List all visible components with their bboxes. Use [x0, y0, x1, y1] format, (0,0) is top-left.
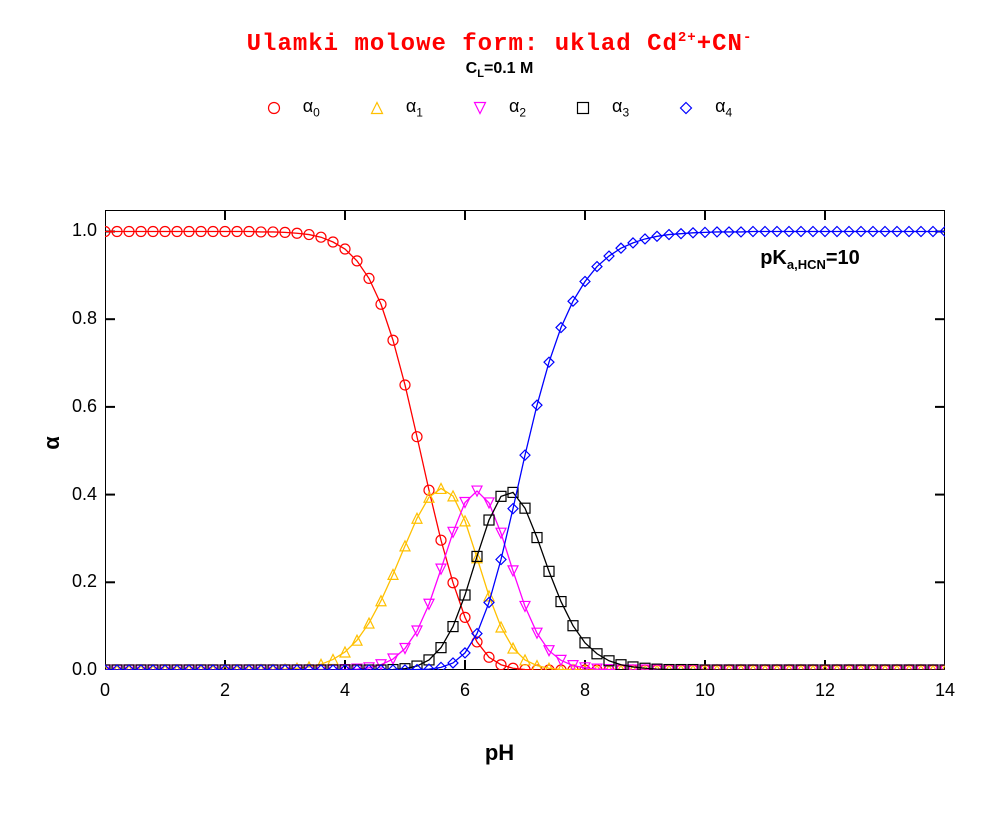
legend-item-4: α4	[679, 96, 732, 120]
y-tick-label: 0.8	[47, 308, 97, 329]
x-tick-label: 12	[805, 680, 845, 701]
series-alpha3-line	[105, 492, 945, 670]
x-tick-label: 10	[685, 680, 725, 701]
x-axis-label: pH	[0, 740, 999, 766]
y-axis-label: α	[39, 436, 65, 450]
triangle-down-icon	[473, 101, 487, 115]
legend: α0 α1 α2 α3 α4	[0, 96, 999, 120]
x-tick-label: 4	[325, 680, 365, 701]
circle-icon	[267, 101, 281, 115]
square-icon	[576, 101, 590, 115]
x-tick-label: 2	[205, 680, 245, 701]
y-tick-label: 0.4	[47, 484, 97, 505]
chart-area	[105, 210, 945, 670]
legend-item-3: α3	[576, 96, 629, 120]
legend-label: α0	[303, 96, 320, 120]
triangle-up-icon	[370, 101, 384, 115]
y-tick-label: 1.0	[47, 220, 97, 241]
legend-item-1: α1	[370, 96, 423, 120]
y-tick-label: 0.0	[47, 659, 97, 680]
y-tick-label: 0.2	[47, 571, 97, 592]
y-tick-label: 0.6	[47, 396, 97, 417]
legend-label: α4	[715, 96, 732, 120]
legend-label: α3	[612, 96, 629, 120]
x-tick-label: 0	[85, 680, 125, 701]
legend-label: α1	[406, 96, 423, 120]
x-tick-label: 14	[925, 680, 965, 701]
x-tick-label: 6	[445, 680, 485, 701]
chart-svg	[105, 210, 945, 670]
legend-label: α2	[509, 96, 526, 120]
series-alpha4-marker	[436, 662, 446, 670]
chart-subtitle: CL=0.1 M	[0, 60, 999, 80]
series-alpha1-line	[105, 488, 945, 670]
chart-title: Ulamki molowe form: uklad Cd2++CN-	[0, 0, 999, 58]
series-alpha2-line	[105, 491, 945, 670]
legend-item-0: α0	[267, 96, 320, 120]
legend-item-2: α2	[473, 96, 526, 120]
x-tick-label: 8	[565, 680, 605, 701]
annotation-pka: pKa,HCN=10	[760, 247, 860, 272]
diamond-icon	[679, 101, 693, 115]
